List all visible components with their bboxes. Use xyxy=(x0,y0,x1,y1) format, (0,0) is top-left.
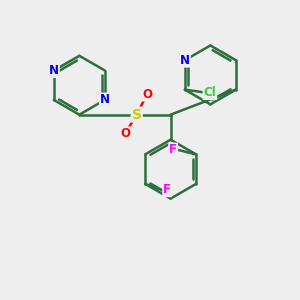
Text: Cl: Cl xyxy=(203,86,216,99)
Text: O: O xyxy=(120,127,130,140)
Text: N: N xyxy=(49,64,59,77)
Text: N: N xyxy=(100,93,110,106)
Text: N: N xyxy=(180,54,190,67)
Text: F: F xyxy=(163,183,171,196)
Text: O: O xyxy=(142,88,152,100)
Text: S: S xyxy=(132,108,142,122)
Text: F: F xyxy=(169,143,177,157)
